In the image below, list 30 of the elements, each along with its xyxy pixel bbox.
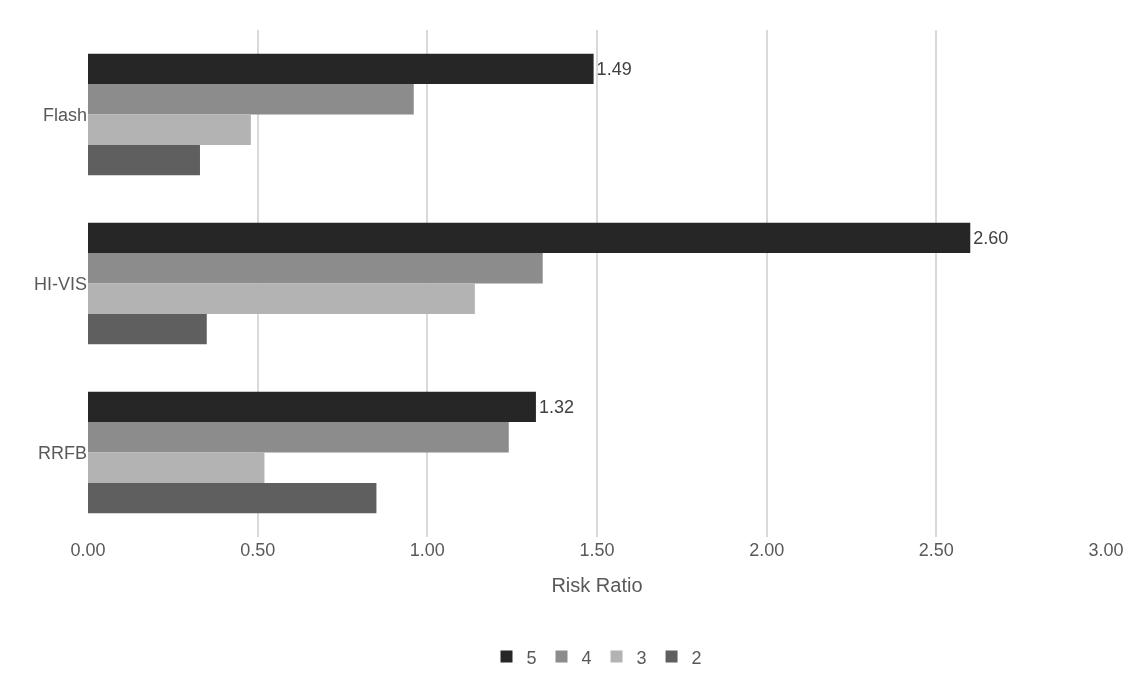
x-tick-label: 0.00 <box>70 540 106 560</box>
legend-label: 2 <box>691 647 702 668</box>
data-label: 1.49 <box>596 58 632 79</box>
x-axis-title: Risk Ratio <box>551 573 643 596</box>
x-tick-label: 1.50 <box>579 540 615 560</box>
bar <box>88 84 414 115</box>
x-tick-label: 1.00 <box>409 540 445 560</box>
bar <box>88 222 971 254</box>
bar <box>88 114 251 145</box>
y-tick-label: HI-VIS <box>33 273 87 294</box>
bar <box>88 53 594 85</box>
bar <box>88 313 207 345</box>
bar <box>88 422 509 453</box>
data-label: 1.32 <box>538 396 574 417</box>
bar <box>88 452 265 483</box>
x-tick-label: 3.00 <box>1088 540 1124 560</box>
bar <box>88 482 377 514</box>
y-tick-label: Flash <box>42 104 87 125</box>
bar <box>88 253 543 284</box>
data-label: 2.60 <box>973 227 1009 248</box>
y-tick-label: RRFB <box>38 442 87 463</box>
bar <box>88 283 475 314</box>
legend-label: 3 <box>636 647 647 668</box>
legend-label: 4 <box>581 647 592 668</box>
x-tick-label: 0.50 <box>240 540 276 560</box>
legend-label: 5 <box>526 647 537 668</box>
x-tick-label: 2.50 <box>918 540 954 560</box>
bar <box>88 391 536 423</box>
x-tick-label: 2.00 <box>749 540 785 560</box>
bar <box>88 144 200 176</box>
